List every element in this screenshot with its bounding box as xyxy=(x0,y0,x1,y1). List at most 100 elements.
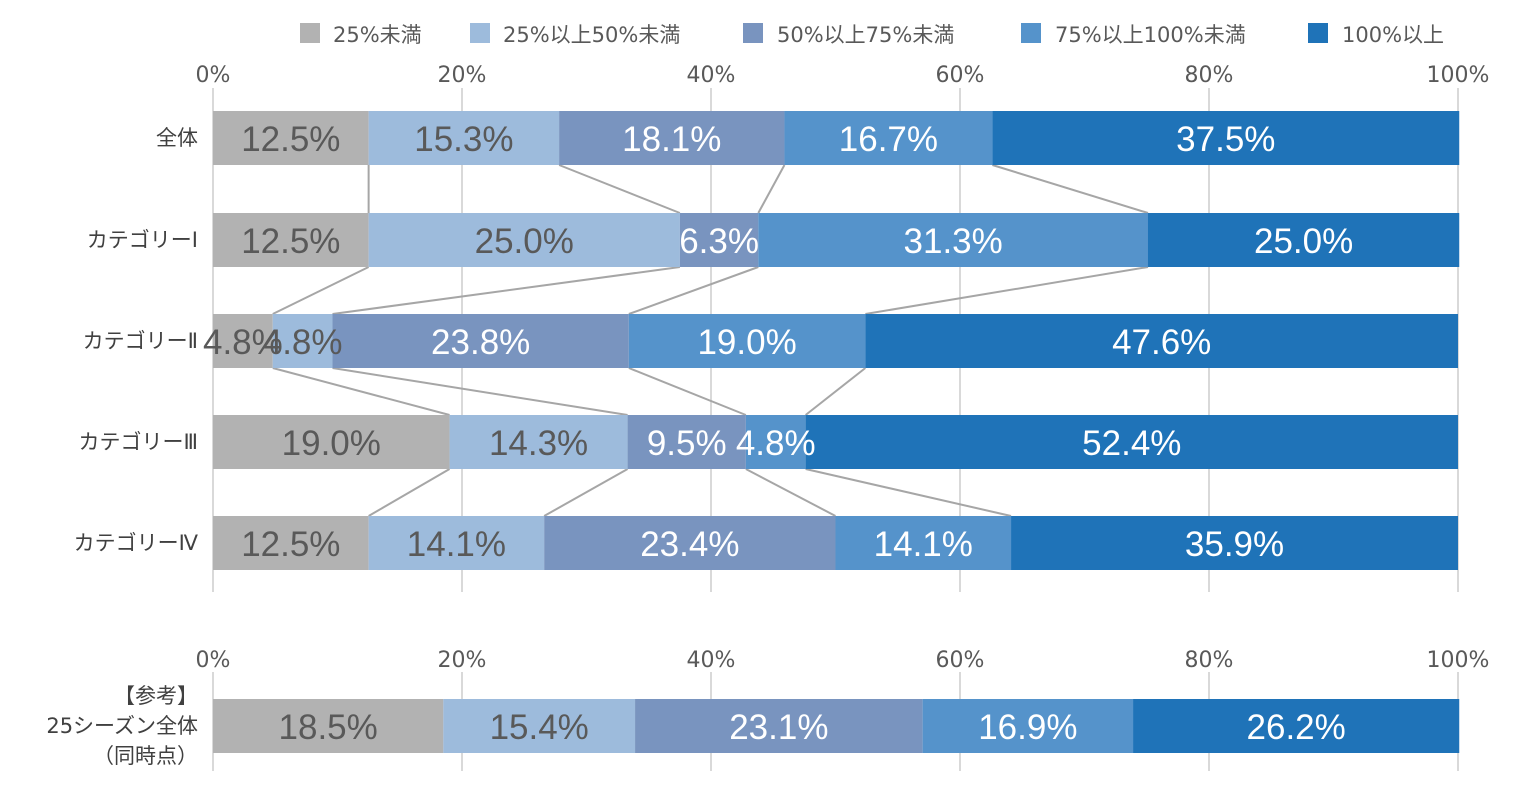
series-connector-line xyxy=(865,266,1149,315)
bar-value-label: 19.0% xyxy=(697,323,796,362)
bar-segment xyxy=(213,415,450,469)
bar-segment xyxy=(443,699,636,753)
panel-1: 0% 20% 40% 60% 80% 100% 12.5% 15.3% 18.1% 16.7% 37… xyxy=(74,63,1490,592)
bar-value-label: 52.4% xyxy=(1082,424,1181,463)
bar-value-label: 23.4% xyxy=(640,525,739,564)
bar-segment xyxy=(1011,516,1458,570)
bar-segment xyxy=(805,415,1458,469)
bar-value-label: 4.8% xyxy=(203,323,283,362)
series-connector-line xyxy=(805,468,1012,517)
bar-segment xyxy=(213,314,273,368)
legend-swatch-1 xyxy=(300,23,320,43)
bar-value-label: 14.1% xyxy=(874,525,973,564)
x-tick-label: 20% xyxy=(438,63,487,88)
series-connector-line xyxy=(805,367,866,416)
series-connector-line xyxy=(628,367,747,416)
bar-value-label: 23.8% xyxy=(431,323,530,362)
x-tick-label: 100% xyxy=(1427,63,1490,88)
category-label: カテゴリーⅢ xyxy=(79,430,198,454)
bar-segment xyxy=(635,699,923,753)
bar-segment xyxy=(332,314,629,368)
series-connector-line xyxy=(745,468,836,517)
bar-value-label: 19.0% xyxy=(282,424,381,463)
bar-row-3: 4.8%4.8% 23.8% 19.0% 47.6% xyxy=(203,314,1458,368)
series-connector-line xyxy=(757,164,786,214)
legend-swatch-5 xyxy=(1308,23,1328,43)
bar-value-label: 35.9% xyxy=(1185,525,1284,564)
bar-row-4: 19.0% 14.3% 9.5% 4.8% 52.4% xyxy=(213,415,1458,469)
bar-segment xyxy=(368,213,680,267)
series-connector-line xyxy=(543,468,629,517)
legend-label-1: 25%未満 xyxy=(333,23,422,47)
bar-value-label: 14.1% xyxy=(407,525,506,564)
x-tick-label: 0% xyxy=(196,648,231,673)
bar-value-label: 16.9% xyxy=(978,708,1077,747)
bar-segment xyxy=(272,314,333,368)
bar-value-label: 15.3% xyxy=(414,120,513,159)
x-tick-label: 20% xyxy=(438,648,487,673)
x-tick-label: 100% xyxy=(1427,648,1490,673)
legend-swatch-2 xyxy=(470,23,490,43)
bar-segment xyxy=(922,699,1134,753)
bar-value-label: 25.0% xyxy=(475,222,574,261)
panel-2: 0% 20% 40% 60% 80% 100% 18.5% 15.4% 23.1% 16.9% 26… xyxy=(46,648,1489,771)
bar-value-label: 37.5% xyxy=(1176,120,1275,159)
bar-segment xyxy=(368,516,545,570)
x-tick-label: 60% xyxy=(936,63,985,88)
bar-segment xyxy=(449,415,628,469)
bar-segment xyxy=(784,111,993,165)
series-connector-line xyxy=(992,164,1149,214)
bar-value-label: 25.0% xyxy=(1254,222,1353,261)
bar-value-label: 12.5% xyxy=(241,525,340,564)
series-connector-line xyxy=(272,367,450,416)
legend-label-2: 25%以上50%未満 xyxy=(503,23,680,47)
bar-value-label: 15.4% xyxy=(490,708,589,747)
bar-segment xyxy=(368,111,560,165)
bar-row-1: 12.5% 15.3% 18.1% 16.7% 37.5% xyxy=(213,111,1460,165)
category-label: 【参考】 xyxy=(114,684,198,708)
bar-value-label: 6.3% xyxy=(679,222,759,261)
bar-segment xyxy=(992,111,1460,165)
legend-label-5: 100%以上 xyxy=(1342,23,1444,47)
bar-value-label: 18.5% xyxy=(279,708,378,747)
bar-value-label: 4.8% xyxy=(736,424,816,463)
bar-segment xyxy=(1147,213,1460,267)
bar-segment xyxy=(628,314,866,368)
legend: 25%未満 25%以上50%未満 50%以上75%未満 75%以上100%未満 100%… xyxy=(300,23,1444,47)
category-label: 全体 xyxy=(156,126,198,150)
category-label: カテゴリーⅠ xyxy=(87,228,198,252)
legend-label-3: 50%以上75%未満 xyxy=(777,23,954,47)
bar-segment xyxy=(213,213,369,267)
category-label: カテゴリーⅡ xyxy=(83,329,198,353)
x-tick-label: 0% xyxy=(196,63,231,88)
bar-value-label: 12.5% xyxy=(241,222,340,261)
bar-value-label: 31.3% xyxy=(904,222,1003,261)
bar-value-label: 9.5% xyxy=(647,424,727,463)
bar-segment xyxy=(1133,699,1460,753)
category-label: カテゴリーⅣ xyxy=(74,531,199,555)
bar-segment xyxy=(213,111,369,165)
bar-segment xyxy=(559,111,785,165)
series-connector-line xyxy=(628,266,759,315)
category-label: （同時点） xyxy=(93,744,198,768)
series-connector-line xyxy=(332,266,681,315)
x-tick-label: 80% xyxy=(1185,63,1234,88)
series-connector-line xyxy=(558,164,681,214)
bar-segment xyxy=(758,213,1148,267)
bar-value-label: 14.3% xyxy=(489,424,588,463)
bar-segment xyxy=(627,415,746,469)
series-connector-line xyxy=(368,468,451,517)
bar-row-2: 12.5% 25.0% 6.3% 31.3% 25.0% xyxy=(213,213,1460,267)
bar-segment xyxy=(679,213,759,267)
bar-segment xyxy=(213,699,444,753)
bar-segment xyxy=(544,516,836,570)
bar-row-5: 12.5% 14.1% 23.4% 14.1% 35.9% xyxy=(213,516,1458,570)
bar-value-label: 47.6% xyxy=(1112,323,1211,362)
bar-value-label: 12.5% xyxy=(241,120,340,159)
bar-value-label: 26.2% xyxy=(1247,708,1346,747)
bar-segment xyxy=(835,516,1012,570)
bar-value-label: 18.1% xyxy=(622,120,721,159)
x-tick-label: 60% xyxy=(936,648,985,673)
bar-segment xyxy=(865,314,1458,368)
